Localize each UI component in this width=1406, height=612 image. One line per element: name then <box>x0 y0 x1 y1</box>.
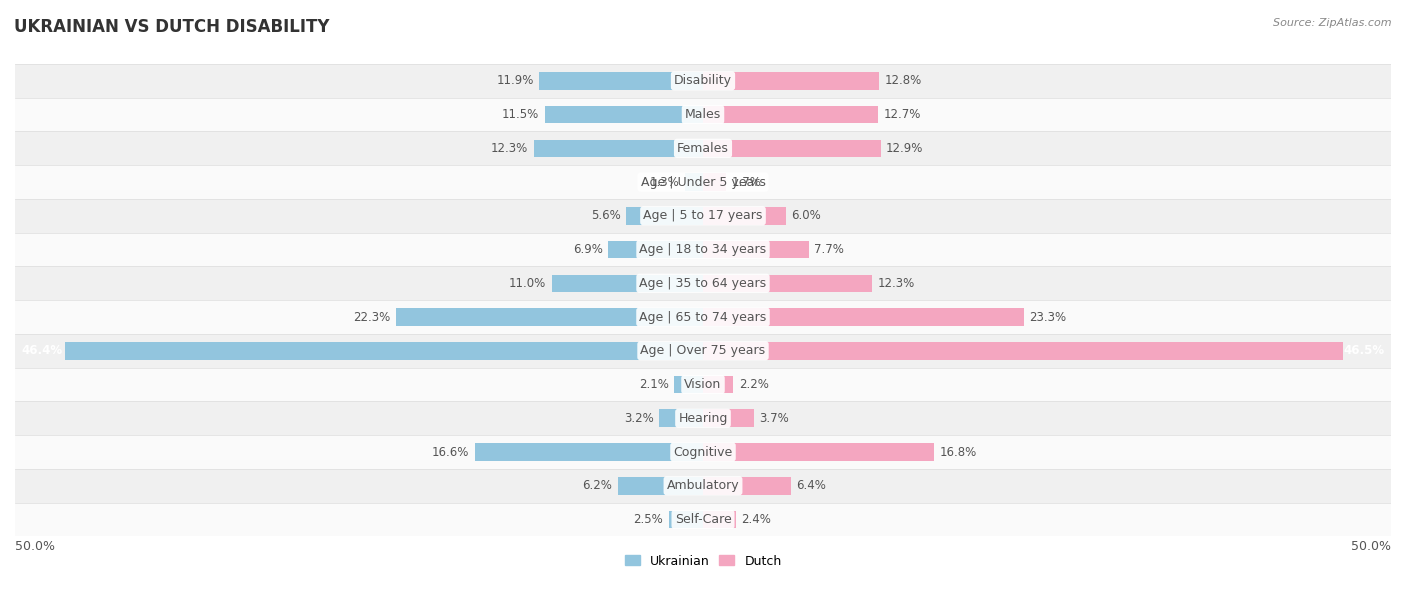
Bar <box>65 342 703 359</box>
Text: 46.5%: 46.5% <box>1343 345 1384 357</box>
Bar <box>703 409 754 427</box>
Bar <box>15 233 1391 266</box>
Text: Age | 5 to 17 years: Age | 5 to 17 years <box>644 209 762 222</box>
Bar <box>15 266 1391 300</box>
Bar <box>534 140 703 157</box>
Text: 11.5%: 11.5% <box>502 108 540 121</box>
Text: 12.7%: 12.7% <box>883 108 921 121</box>
Text: Ambulatory: Ambulatory <box>666 479 740 492</box>
Text: Self-Care: Self-Care <box>675 513 731 526</box>
Bar <box>703 207 786 225</box>
Bar <box>15 435 1391 469</box>
Bar <box>703 275 872 292</box>
Bar <box>15 165 1391 199</box>
Text: Age | 65 to 74 years: Age | 65 to 74 years <box>640 310 766 324</box>
Bar <box>15 334 1391 368</box>
Bar <box>703 477 792 494</box>
Text: 1.3%: 1.3% <box>650 176 679 188</box>
Text: 50.0%: 50.0% <box>1351 540 1391 553</box>
Text: Disability: Disability <box>673 74 733 88</box>
Text: Source: ZipAtlas.com: Source: ZipAtlas.com <box>1274 18 1392 28</box>
Text: Age | Over 75 years: Age | Over 75 years <box>641 345 765 357</box>
Bar <box>669 510 703 528</box>
Text: 16.6%: 16.6% <box>432 446 470 458</box>
Bar <box>475 443 703 461</box>
Text: 2.4%: 2.4% <box>741 513 772 526</box>
Text: Females: Females <box>678 142 728 155</box>
Text: 5.6%: 5.6% <box>591 209 620 222</box>
Bar <box>703 72 879 89</box>
Bar <box>703 140 880 157</box>
Bar <box>626 207 703 225</box>
Bar <box>703 173 727 191</box>
Text: 1.7%: 1.7% <box>733 176 762 188</box>
Text: 46.4%: 46.4% <box>22 345 63 357</box>
Bar <box>15 368 1391 401</box>
Bar <box>659 409 703 427</box>
Text: 6.2%: 6.2% <box>582 479 612 492</box>
Text: 3.2%: 3.2% <box>624 412 654 425</box>
Text: Cognitive: Cognitive <box>673 446 733 458</box>
Text: Age | 35 to 64 years: Age | 35 to 64 years <box>640 277 766 290</box>
Bar <box>544 106 703 124</box>
Bar <box>703 342 1343 359</box>
Text: 12.9%: 12.9% <box>886 142 924 155</box>
Legend: Ukrainian, Dutch: Ukrainian, Dutch <box>620 550 786 573</box>
Bar <box>703 510 735 528</box>
Text: Males: Males <box>685 108 721 121</box>
Bar <box>15 132 1391 165</box>
Text: 16.8%: 16.8% <box>939 446 977 458</box>
Text: 2.2%: 2.2% <box>738 378 769 391</box>
Text: UKRAINIAN VS DUTCH DISABILITY: UKRAINIAN VS DUTCH DISABILITY <box>14 18 329 36</box>
Text: Hearing: Hearing <box>678 412 728 425</box>
Text: 2.1%: 2.1% <box>638 378 669 391</box>
Text: 2.5%: 2.5% <box>633 513 664 526</box>
Bar <box>703 241 808 258</box>
Text: 7.7%: 7.7% <box>814 243 845 256</box>
Text: 12.8%: 12.8% <box>884 74 922 88</box>
Bar <box>703 308 1024 326</box>
Bar <box>15 502 1391 536</box>
Text: 11.9%: 11.9% <box>496 74 534 88</box>
Text: 11.0%: 11.0% <box>509 277 546 290</box>
Bar <box>607 241 703 258</box>
Text: 12.3%: 12.3% <box>491 142 529 155</box>
Text: Vision: Vision <box>685 378 721 391</box>
Text: 22.3%: 22.3% <box>353 310 391 324</box>
Text: Age | Under 5 years: Age | Under 5 years <box>641 176 765 188</box>
Text: 50.0%: 50.0% <box>15 540 55 553</box>
Text: 23.3%: 23.3% <box>1029 310 1066 324</box>
Bar <box>15 64 1391 98</box>
Bar <box>396 308 703 326</box>
Bar <box>540 72 703 89</box>
Bar <box>685 173 703 191</box>
Text: 6.4%: 6.4% <box>797 479 827 492</box>
Bar <box>703 376 734 394</box>
Bar <box>673 376 703 394</box>
Bar <box>15 401 1391 435</box>
Bar <box>15 469 1391 502</box>
Text: 12.3%: 12.3% <box>877 277 915 290</box>
Text: 6.9%: 6.9% <box>572 243 603 256</box>
Bar <box>703 106 877 124</box>
Bar <box>617 477 703 494</box>
Text: 3.7%: 3.7% <box>759 412 789 425</box>
Text: Age | 18 to 34 years: Age | 18 to 34 years <box>640 243 766 256</box>
Bar <box>551 275 703 292</box>
Bar <box>15 98 1391 132</box>
Bar <box>15 199 1391 233</box>
Bar <box>703 443 934 461</box>
Text: 6.0%: 6.0% <box>792 209 821 222</box>
Bar <box>15 300 1391 334</box>
